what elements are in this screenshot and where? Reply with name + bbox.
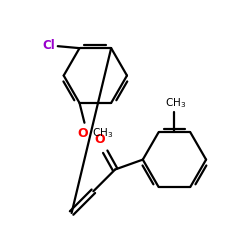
- Text: Cl: Cl: [42, 39, 55, 52]
- Text: O: O: [94, 133, 104, 146]
- Text: CH$_3$: CH$_3$: [92, 127, 114, 140]
- Text: CH$_3$: CH$_3$: [165, 97, 186, 110]
- Text: O: O: [77, 127, 88, 140]
